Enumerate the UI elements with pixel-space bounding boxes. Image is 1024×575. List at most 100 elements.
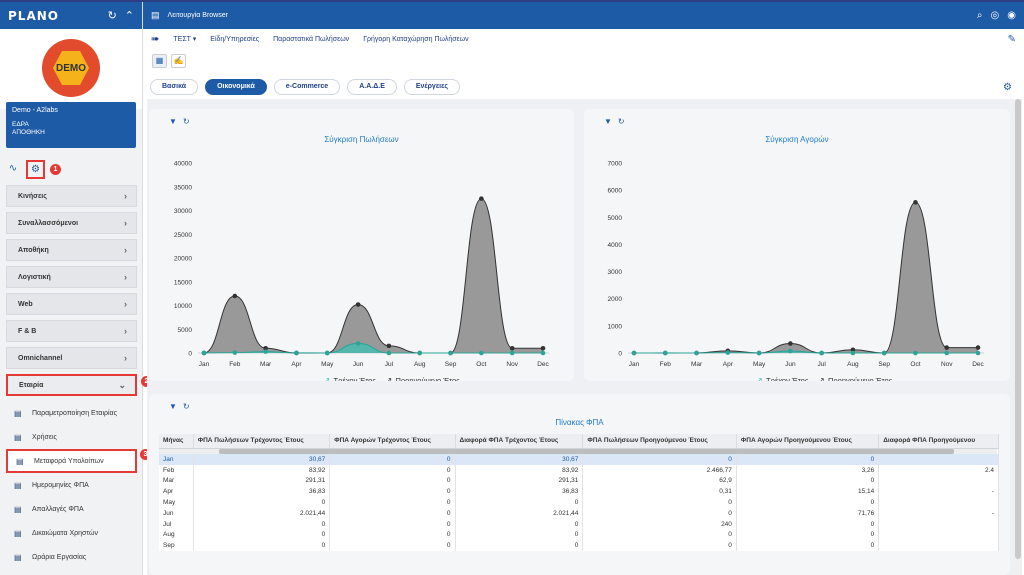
filter-icon[interactable]: ▼	[169, 402, 177, 411]
table-row[interactable]: Jan 30,67 0 30,67 0 0	[159, 454, 999, 465]
globe-icon[interactable]: ◎	[990, 10, 1000, 21]
table-row[interactable]: Aug 0 0 0 0 0	[159, 529, 999, 541]
data-point[interactable]	[355, 302, 361, 307]
data-point[interactable]	[850, 350, 856, 356]
legend-current[interactable]: Τρέχον Έτος	[766, 376, 809, 381]
sidebar-item-3[interactable]: Λογιστική ›	[6, 266, 137, 288]
data-point[interactable]	[232, 293, 238, 299]
filter-icon[interactable]: ▼	[169, 117, 177, 126]
settings-icon[interactable]: ⚙	[1003, 81, 1012, 93]
user-icon[interactable]: ◉	[1007, 10, 1016, 21]
submenu-item-1[interactable]: ▤ Χρήσεις	[6, 425, 137, 449]
sidebar-item-2[interactable]: Αποθήκη ›	[6, 239, 137, 261]
data-point[interactable]	[756, 350, 762, 356]
vertical-scrollbar[interactable]	[1014, 99, 1022, 575]
sidebar-item-0[interactable]: Κινήσεις ›	[6, 185, 137, 207]
dashboard-view-icon[interactable]: ▦	[152, 54, 167, 68]
refresh-icon[interactable]: ↻	[182, 402, 190, 411]
data-point[interactable]	[417, 350, 423, 356]
horizontal-scrollbar[interactable]	[159, 449, 997, 454]
runner-icon[interactable]: ➠	[151, 33, 160, 45]
data-point[interactable]	[201, 350, 207, 356]
data-point[interactable]	[850, 347, 856, 353]
table-row[interactable]: Jun 2.021,44 0 2.021,44 0 71,76-	[159, 507, 999, 519]
data-point[interactable]	[355, 341, 361, 346]
data-point[interactable]	[509, 350, 515, 356]
table-row[interactable]: Feb 83,92 0 83,92 2.466,77 3,26 2.4	[159, 464, 999, 476]
legend-current[interactable]: Τρέχον Έτος	[334, 376, 377, 381]
chart-icon[interactable]: ∿	[8, 162, 18, 174]
data-point[interactable]	[509, 345, 515, 351]
nav-link-sales-docs[interactable]: Παραστατικά Πωλήσεων	[273, 35, 350, 43]
filter-icon[interactable]: ▼	[604, 117, 612, 126]
data-point[interactable]	[448, 350, 453, 356]
nav-link-items[interactable]: Είδη/Υπηρεσίες	[210, 35, 260, 43]
legend-previous[interactable]: Προηγούμενο Έτος	[828, 376, 893, 381]
grid-icon[interactable]: ▤	[151, 10, 160, 20]
tab-aade[interactable]: Α.Α.Δ.Ε	[347, 79, 397, 95]
data-point[interactable]	[881, 350, 887, 356]
column-header[interactable]: ΦΠΑ Πωλήσεων Τρέχοντος Έτους	[193, 434, 331, 449]
data-point[interactable]	[975, 350, 981, 356]
data-point[interactable]	[263, 345, 268, 351]
tab-ecommerce[interactable]: e-Commerce	[273, 79, 341, 95]
data-point[interactable]	[694, 350, 699, 356]
form-view-icon[interactable]: ✍	[171, 54, 186, 68]
sidebar-item-1[interactable]: Συναλλασσόμενοι ›	[6, 212, 137, 234]
edit-icon[interactable]: ✎	[1007, 33, 1016, 45]
data-point[interactable]	[232, 350, 238, 355]
table-row[interactable]: Apr 36,83 0 36,83 0,31 15,14-	[159, 486, 999, 498]
data-point[interactable]	[263, 349, 268, 354]
data-point[interactable]	[386, 343, 392, 349]
column-header[interactable]: Διαφορά ΦΠΑ Τρέχοντος Έτους	[455, 434, 584, 449]
nav-link-quick-sales[interactable]: Γρήγορη Καταχώρηση Πωλήσεων	[363, 35, 469, 43]
data-point[interactable]	[631, 350, 637, 356]
data-point[interactable]	[944, 345, 950, 350]
table-row[interactable]: Sep 0 0 0 0 0	[159, 540, 999, 552]
submenu-item-0[interactable]: ▤ Παραμετροποίηση Εταιρίας	[6, 401, 137, 425]
submenu-item-6[interactable]: ▤ Ωράρια Εργασίας	[6, 545, 137, 569]
tab-financial[interactable]: Οικονομικά	[205, 79, 267, 95]
submenu-item-4[interactable]: ▤ Απαλλαγές ΦΠΑ	[6, 497, 137, 521]
column-header[interactable]: ΦΠΑ Αγορών Προηγούμενου Έτους	[736, 434, 880, 449]
sidebar-item-7[interactable]: Εταιρία ⌄	[6, 374, 137, 396]
tab-actions[interactable]: Ενέργειες	[403, 79, 461, 95]
tab-basic[interactable]: Βασικά	[150, 79, 199, 95]
column-header[interactable]: Διαφορά ΦΠΑ Προηγούμενου	[878, 434, 999, 449]
legend-previous[interactable]: Προηγούμενο Έτος	[396, 376, 461, 381]
data-point[interactable]	[662, 350, 668, 356]
nav-test-dropdown[interactable]: ΤΕΣΤ ▾	[173, 36, 197, 43]
refresh-icon[interactable]: ↻	[617, 117, 625, 126]
data-point[interactable]	[386, 350, 392, 356]
column-header[interactable]: Μήνας	[159, 434, 194, 449]
column-header[interactable]: ΦΠΑ Πωλήσεων Προηγούμενου Έτους	[582, 434, 737, 449]
collapse-icon[interactable]: ⌃	[124, 10, 134, 22]
refresh-icon[interactable]: ↻	[182, 117, 190, 126]
data-point[interactable]	[788, 341, 793, 346]
column-header[interactable]: ΦΠΑ Αγορών Τρέχοντος Έτους	[329, 434, 456, 449]
data-point[interactable]	[944, 350, 950, 356]
data-point[interactable]	[294, 350, 299, 356]
submenu-item-3[interactable]: ▤ Ημερομηνίες ΦΠΑ	[6, 473, 137, 497]
submenu-item-5[interactable]: ▤ Δικαιώματα Χρηστών	[6, 521, 137, 545]
search-icon[interactable]: ⌕	[976, 10, 983, 21]
data-point[interactable]	[479, 196, 484, 201]
data-point[interactable]	[540, 345, 546, 351]
table-row[interactable]: May 0 0 0 0 0	[159, 497, 999, 508]
submenu-item-2[interactable]: ▤ Μεταφορά Υπολοίπων	[6, 449, 137, 473]
data-point[interactable]	[725, 350, 731, 355]
data-point[interactable]	[975, 345, 981, 350]
data-point[interactable]	[913, 200, 918, 205]
sidebar-item-6[interactable]: Omnichannel ›	[6, 347, 137, 369]
data-point[interactable]	[913, 350, 918, 356]
sidebar-item-4[interactable]: Web ›	[6, 293, 137, 315]
table-row[interactable]: Mar 291,31 0 291,31 62,9 0	[159, 475, 999, 487]
data-point[interactable]	[819, 350, 824, 356]
data-point[interactable]	[788, 348, 793, 354]
refresh-icon[interactable]: ↻	[107, 10, 117, 22]
data-point[interactable]	[540, 350, 546, 356]
sidebar-item-5[interactable]: F & B ›	[6, 320, 137, 342]
data-point[interactable]	[324, 350, 330, 356]
settings-gears-icon[interactable]: ⚙	[26, 160, 45, 179]
company-card[interactable]: Demo - A2labs ΕΔΡΑ ΑΠΟΘΗΚΗ	[6, 102, 136, 148]
